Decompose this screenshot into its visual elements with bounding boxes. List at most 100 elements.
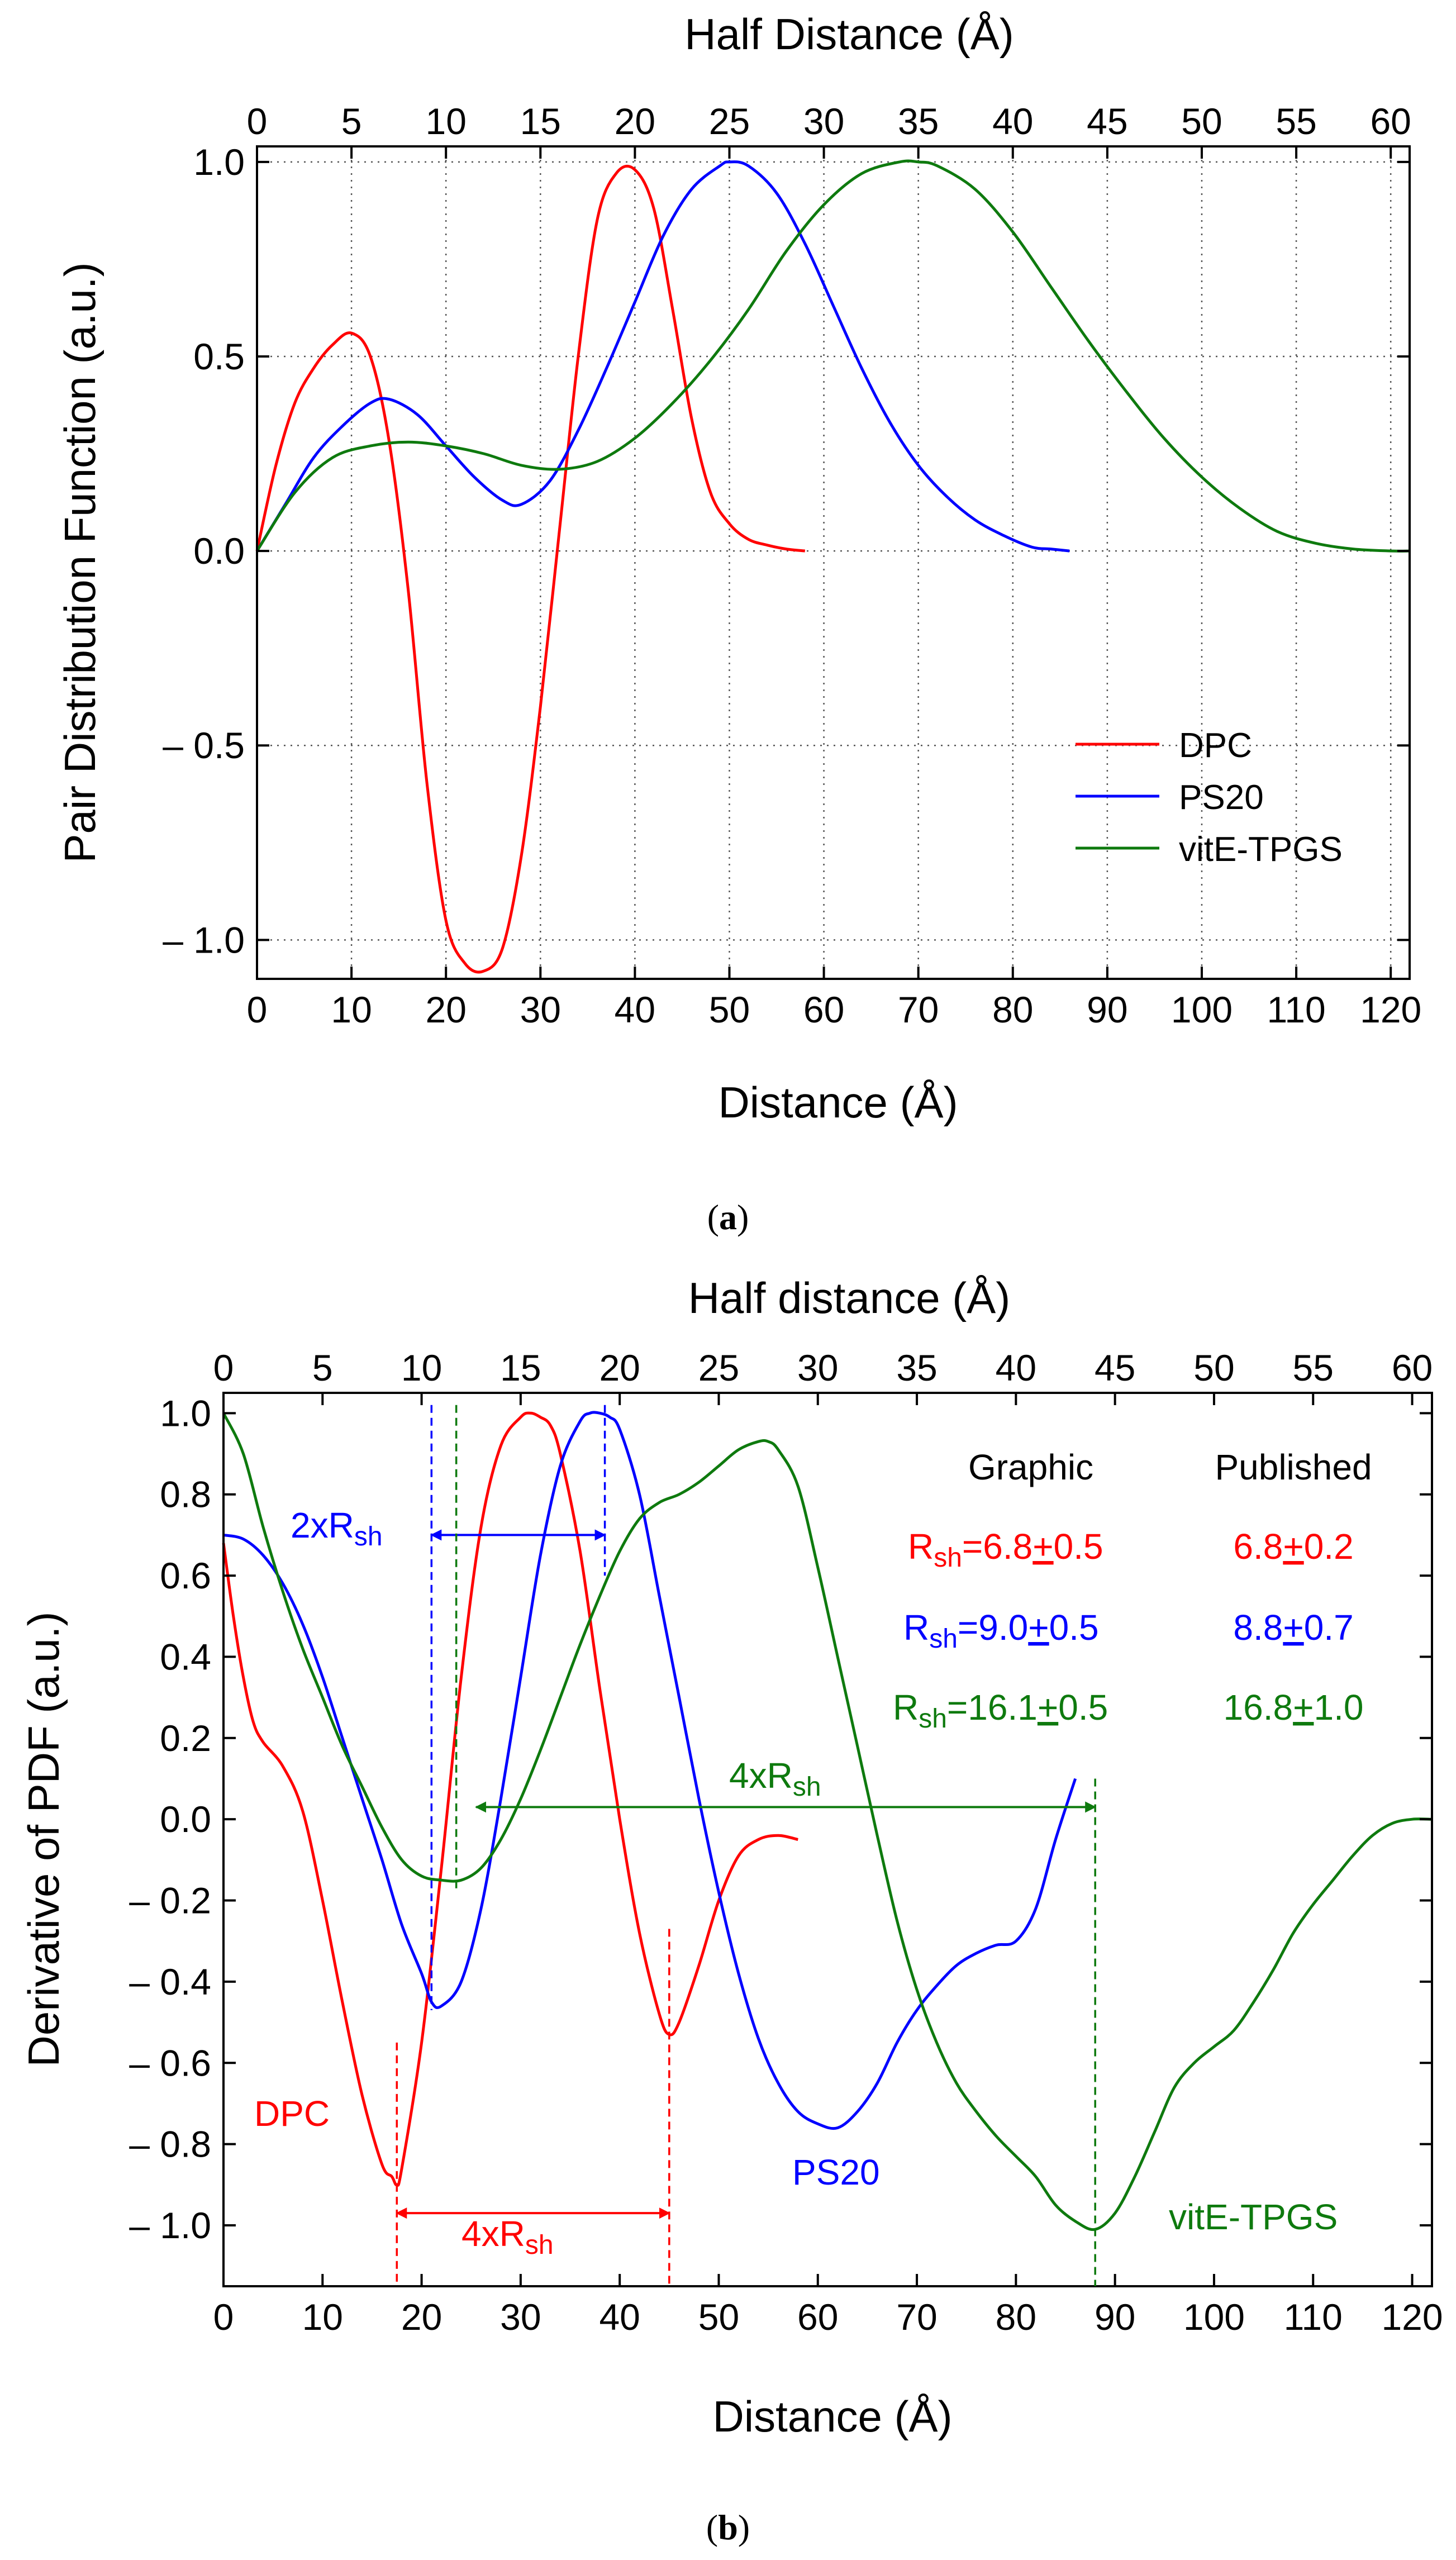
table-row-dpc-graphic: Rsh=6.8+0.5 xyxy=(908,1526,1103,1573)
top-tick-label: 30 xyxy=(797,1347,838,1388)
bottom-axis-ticks: 0 10 20 30 40 50 60 70 80 90 100 110 120 xyxy=(247,967,1421,1030)
top-tick-label: 55 xyxy=(1276,101,1316,142)
x-tick-label: 50 xyxy=(698,2296,739,2338)
x-tick-label: 10 xyxy=(302,2296,343,2338)
panel-label-b: (b) xyxy=(706,2507,750,2547)
panel-a-chart: Half Distance (Å) 0 10 20 30 40 50 60 70 80 90 100… xyxy=(55,9,1421,1237)
x-tick-label: 50 xyxy=(709,989,750,1030)
plus-minus-sign: + xyxy=(1028,1607,1049,1648)
r-symbol: R xyxy=(893,1687,919,1728)
table-row-vite-published: 16.8+1.0 xyxy=(1224,1687,1364,1728)
r-symbol: R xyxy=(908,1526,934,1567)
top-tick-label: 20 xyxy=(615,101,655,142)
x-tick-label: 60 xyxy=(803,989,844,1030)
x-tick-label: 40 xyxy=(615,989,655,1030)
plus-minus-sign: + xyxy=(1283,1607,1303,1648)
top-tick-label: 40 xyxy=(992,101,1033,142)
top-tick-label: 35 xyxy=(896,1347,937,1388)
series-line-vite-tpgs xyxy=(255,159,1410,553)
top-tick-label: 15 xyxy=(520,101,561,142)
ps20-arrow-subscript: sh xyxy=(354,1522,383,1552)
r-subscript: sh xyxy=(934,1543,962,1573)
annotation-group xyxy=(396,1405,1097,2286)
top-tick-label: 0 xyxy=(213,1347,234,1388)
panel-b-chart: Half distance (Å) 0 10 20 30 40 50 60 70 80 90 100… xyxy=(19,1273,1443,2547)
x-tick-label: 100 xyxy=(1171,989,1233,1030)
x-tick-label: 100 xyxy=(1183,2296,1245,2338)
published-value: 6.8 xyxy=(1233,1526,1283,1567)
top-tick-label: 5 xyxy=(341,101,362,142)
r-subscript: sh xyxy=(919,1704,947,1734)
published-error: 0.2 xyxy=(1304,1526,1354,1567)
r-symbol: R xyxy=(903,1607,929,1648)
y-tick-label: – 0.2 xyxy=(129,1880,211,1921)
table-row-ps20-published: 8.8+0.7 xyxy=(1233,1607,1353,1648)
r-subscript: sh xyxy=(929,1624,958,1654)
published-value: 16.8 xyxy=(1224,1687,1293,1728)
series-line-ps20 xyxy=(223,1411,1077,2130)
y-tick-label: – 0.8 xyxy=(129,2124,211,2165)
published-error: 0.7 xyxy=(1304,1607,1354,1648)
graphic-error: 0.5 xyxy=(1049,1607,1099,1648)
series-line-dpc xyxy=(255,164,806,974)
table-row-dpc-published: 6.8+0.2 xyxy=(1233,1526,1353,1567)
x-axis-title: Distance (Å) xyxy=(712,2392,952,2441)
series-label-ps20: PS20 xyxy=(792,2152,880,2192)
top-tick-label: 10 xyxy=(401,1347,442,1388)
x-tick-label: 60 xyxy=(797,2296,838,2338)
top-tick-label: 5 xyxy=(312,1347,333,1388)
x-tick-label: 70 xyxy=(898,989,939,1030)
plus-minus-sign: + xyxy=(1283,1526,1303,1567)
plot-frame xyxy=(222,1392,1433,2287)
graphic-value: =16.1 xyxy=(947,1687,1038,1728)
top-tick-label: 55 xyxy=(1293,1347,1334,1388)
x-tick-label: 90 xyxy=(1087,989,1127,1030)
table-row-vite-graphic: Rsh=16.1+0.5 xyxy=(893,1687,1108,1734)
y-tick-label: 0.0 xyxy=(160,1798,211,1840)
x-tick-label: 20 xyxy=(425,989,466,1030)
top-tick-label: 45 xyxy=(1095,1347,1135,1388)
top-tick-label: 10 xyxy=(425,101,466,142)
bottom-axis-ticks: 0 10 20 30 40 50 60 70 80 90 100 110 120 xyxy=(213,2274,1443,2338)
top-axis-title: Half distance (Å) xyxy=(688,1273,1011,1322)
plot-frame xyxy=(256,145,1411,980)
series-line-ps20 xyxy=(255,160,1070,553)
published-value: 8.8 xyxy=(1233,1607,1283,1648)
plus-minus-sign: + xyxy=(1032,1526,1053,1567)
dpc-arrow-text: 4xR xyxy=(461,2214,525,2254)
grid-lines xyxy=(257,146,1410,979)
top-axis-ticks: 0 5 10 15 20 25 30 35 40 45 50 55 60 xyxy=(247,101,1411,159)
graphic-value: =6.8 xyxy=(962,1526,1032,1567)
table-header-graphic: Graphic xyxy=(968,1447,1093,1487)
y-axis-title: Pair Distribution Function (a.u.) xyxy=(55,262,104,863)
y-tick-label: 0.2 xyxy=(160,1717,211,1759)
y-axis-ticks: 1.0 0.5 0.0 – 0.5 – 1.0 xyxy=(163,141,1410,960)
top-tick-label: 45 xyxy=(1087,101,1127,142)
top-axis-title: Half Distance (Å) xyxy=(684,9,1014,59)
y-tick-label: – 1.0 xyxy=(163,919,245,960)
top-tick-label: 25 xyxy=(709,101,750,142)
legend-label-ps20: PS20 xyxy=(1179,778,1264,817)
x-tick-label: 80 xyxy=(992,989,1033,1030)
x-tick-label: 0 xyxy=(247,989,268,1030)
y-tick-label: 1.0 xyxy=(193,141,245,183)
x-tick-label: 30 xyxy=(520,989,561,1030)
y-tick-label: – 0.5 xyxy=(163,725,245,766)
top-tick-label: 50 xyxy=(1193,1347,1234,1388)
x-tick-label: 110 xyxy=(1284,2296,1343,2338)
x-axis-title: Distance (Å) xyxy=(718,1078,958,1127)
ps20-arrow-text: 2xR xyxy=(291,1505,354,1545)
y-axis-ticks: 1.0 0.8 0.6 0.4 0.2 0.0 – 0.2 – 0.4 – 0.6 – 0.8 – … xyxy=(129,1392,1432,2246)
vite-arrow-subscript: sh xyxy=(793,1772,821,1802)
graphic-value: =9.0 xyxy=(958,1607,1028,1648)
x-tick-label: 30 xyxy=(500,2296,541,2338)
top-tick-label: 15 xyxy=(500,1347,541,1388)
legend-label-dpc: DPC xyxy=(1179,726,1252,765)
results-table: Graphic Published Rsh=6.8+0.5 6.8+0.2 Rs… xyxy=(893,1447,1372,1734)
top-tick-label: 40 xyxy=(996,1347,1036,1388)
series-label-dpc: DPC xyxy=(254,2093,330,2134)
vite-arrow-text: 4xR xyxy=(729,1755,793,1796)
x-tick-label: 90 xyxy=(1095,2296,1135,2338)
top-tick-label: 20 xyxy=(599,1347,640,1388)
x-tick-label: 120 xyxy=(1381,2296,1443,2338)
